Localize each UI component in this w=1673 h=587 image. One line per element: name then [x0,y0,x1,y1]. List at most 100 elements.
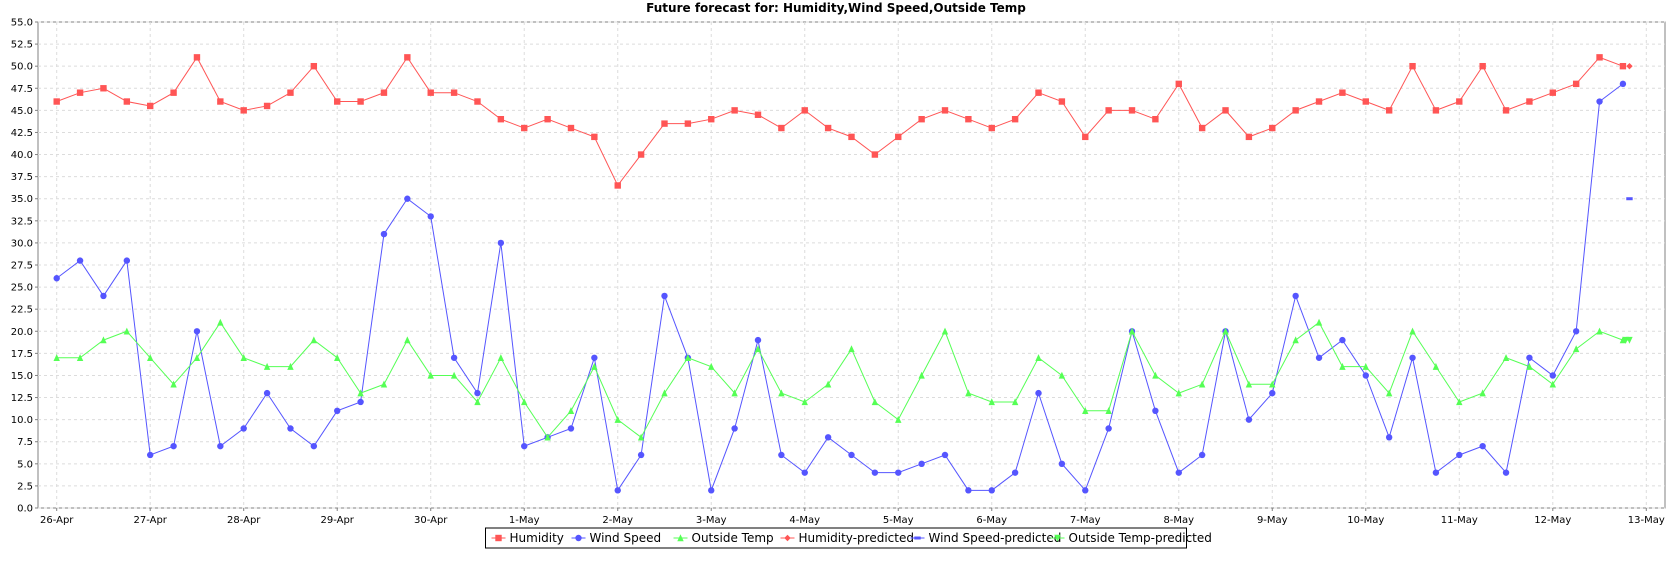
x-tick-label: 12-May [1534,515,1571,526]
data-point-humidity [1432,107,1440,114]
data-point-humidity [357,98,364,105]
data-point-humidity [1082,133,1089,141]
legend-marker [784,534,791,542]
data-point-wind [824,434,832,441]
data-point-humidity [684,120,692,127]
data-point-humidity [240,107,247,114]
x-tick-label: 4-May [789,515,820,526]
data-point-temp [427,371,434,379]
data-point-wind [1432,469,1440,476]
data-point-humidity [1152,116,1159,123]
data-point-humidity [310,62,318,70]
x-tick-label: 2-May [602,515,633,526]
data-point-temp [76,354,84,361]
series-wind [53,80,1627,494]
data-point-wind [427,213,434,220]
legend-marker [1054,534,1061,542]
data-point-temp [1526,362,1533,370]
legend-item-wind_pred: Wind Speed-predicted [910,531,1061,545]
data-point-temp [1479,389,1486,397]
data-point-temp [380,380,388,388]
y-tick-label: 25.0 [11,283,33,294]
data-point-temp [918,371,925,379]
data-point-wind [217,442,224,450]
data-point-temp [567,407,575,414]
data-point-wind [450,354,458,361]
data-point-humidity [170,89,177,96]
data-point-humidity [497,116,505,123]
data-point-humidity [76,89,84,96]
data-point-wind [1082,487,1089,494]
x-tick-label: 29-Apr [321,515,355,526]
data-point-humidity [965,116,972,123]
y-tick-label: 10.0 [11,415,33,426]
data-point-wind [1152,407,1159,414]
y-tick-label: 37.5 [11,172,33,183]
data-point-humidity [637,151,645,158]
data-point-temp [310,336,318,344]
data-point-wind [521,442,528,450]
data-point-temp [614,415,621,423]
data-point-temp [731,389,738,397]
y-tick-label: 0.0 [17,504,33,515]
data-point-temp [1572,345,1580,353]
legend: Humidity Wind Speed Outside Temp Humidity-p… [485,527,1212,549]
legend-marker [575,534,582,542]
data-point-temp [871,398,879,406]
data-point-humidity [380,89,388,96]
data-point-temp [708,362,715,370]
data-point-humidity [567,124,575,132]
data-point-wind [567,425,575,432]
y-tick-label: 7.5 [17,437,33,448]
data-point-humidity [1339,89,1346,96]
data-point-temp [450,371,458,379]
y-tick-label: 52.5 [11,40,33,51]
data-point-wind [941,451,949,459]
y-tick-label: 12.5 [11,393,33,404]
data-point-wind [404,195,411,202]
data-point-temp [824,380,832,388]
data-point-temp [1596,327,1603,335]
data-point-humidity [1502,107,1510,114]
data-point-humidity [1409,62,1416,70]
data-point-wind [778,451,785,459]
data-point-wind [1269,389,1276,397]
x-tick-label: 26-Apr [40,515,74,526]
x-tick-label: 9-May [1257,515,1288,526]
x-tick-label: 6-May [976,515,1007,526]
legend-label: Humidity [510,531,564,545]
data-point-wind [1198,451,1206,459]
data-point-temp [357,389,364,397]
x-tick-label: 1-May [509,515,540,526]
series-temp_pred [1622,336,1633,344]
data-point-humidity [918,116,925,123]
legend-item-humidity: Humidity [491,531,564,545]
data-point-humidity [1269,124,1276,132]
data-point-temp [1549,380,1556,388]
data-point-humidity [100,85,107,92]
y-tick-label: 17.5 [11,349,33,360]
data-point-humidity [53,98,60,105]
x-tick-label: 13-May [1628,515,1665,526]
data-point-temp [1245,380,1253,388]
data-point-humidity [123,98,131,105]
data-point-humidity [427,89,434,96]
data-point-humidity [334,98,341,105]
data-point-wind [591,354,598,361]
data-point-humidity [1572,80,1580,88]
data-point-temp [53,354,60,361]
y-tick-label: 22.5 [11,305,33,316]
data-point-temp [1269,380,1276,388]
data-point-wind [1619,80,1627,88]
data-point-wind [170,442,177,450]
data-point-humidity [1362,98,1369,105]
series-humidity [53,54,1627,189]
data-point-wind [310,442,318,450]
data-point-wind [1011,469,1019,476]
legend-item-temp_pred: Outside Temp-predicted [1050,531,1212,545]
data-point-wind [1058,460,1066,468]
data-point-temp [988,398,995,406]
data-point-temp [170,380,177,388]
data-point-humidity [1479,62,1486,70]
data-point-humidity [404,54,411,61]
